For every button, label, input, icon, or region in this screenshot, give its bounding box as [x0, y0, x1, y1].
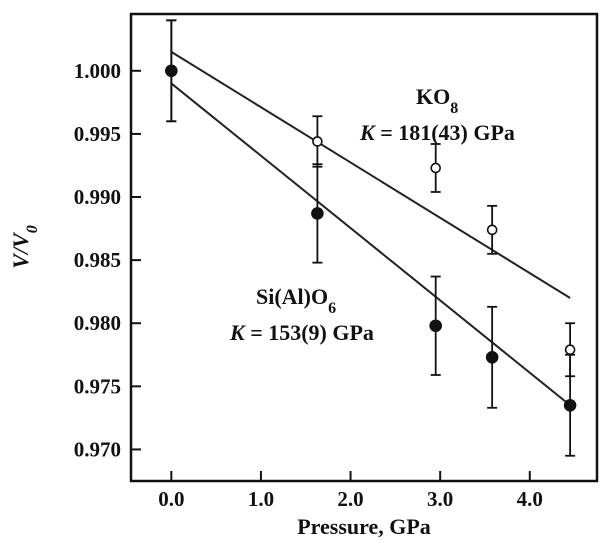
sialo6-fit-line [170, 82, 571, 407]
sialo6-point [165, 64, 178, 78]
y-tick-label: 0.990 [74, 185, 121, 209]
ko8-point [486, 224, 498, 236]
y-tick-label: 0.980 [74, 311, 121, 335]
y-axis-title: V/V0 [8, 225, 41, 268]
sialo6-label: Si(Al)O6 [256, 284, 336, 317]
y-tick-label: 1.000 [74, 59, 121, 83]
ko8-label-main: KO [416, 84, 450, 109]
x-tick-label: 1.0 [248, 487, 274, 511]
ko8-point [430, 162, 441, 174]
sialo6-k-symbol: K [229, 320, 246, 345]
x-tick-label: 2.0 [337, 487, 363, 511]
ko8-bulk-modulus: K = 181(43) GPa [359, 120, 515, 145]
fit-lines [170, 51, 571, 407]
sialo6-bulk-modulus: K = 153(9) GPa [229, 320, 374, 345]
y-axis-title-main: V/V [8, 231, 33, 269]
ko8-label: KO8 [416, 84, 458, 117]
ko8-point [564, 344, 576, 356]
x-tick-label: 3.0 [427, 487, 453, 511]
sialo6-point [563, 398, 577, 412]
ko8-label-sub: 8 [450, 100, 458, 117]
sialo6-point [429, 319, 442, 333]
y-tick-label: 0.995 [74, 122, 121, 146]
y-tick-label: 0.970 [74, 437, 121, 461]
sialo6-point [485, 351, 499, 364]
x-axis-title: Pressure, GPa [297, 514, 431, 539]
y-tick-label: 0.975 [74, 374, 121, 398]
plot-frame [129, 12, 599, 483]
x-tick-label: 0.0 [158, 487, 184, 511]
x-axis: 0.0 1.0 2.0 3.0 4.0 [158, 471, 543, 511]
x-tick-label: 4.0 [517, 487, 543, 511]
y-axis: 0.970 0.975 0.980 0.985 0.990 0.995 1.000 [74, 59, 141, 461]
sialo6-point [311, 207, 324, 220]
y-axis-title-sub: 0 [24, 225, 41, 233]
ko8-k-value: = 181(43) GPa [375, 120, 515, 145]
ko8-point [312, 136, 323, 147]
sialo6-label-sub: 6 [328, 300, 336, 317]
ko8-k-symbol: K [359, 120, 376, 145]
ko8-fit-line [170, 51, 571, 299]
data-points [165, 19, 577, 457]
sialo6-label-main: Si(Al)O [256, 284, 328, 309]
sialo6-k-value: = 153(9) GPa [245, 320, 374, 345]
y-tick-label: 0.985 [74, 248, 121, 272]
